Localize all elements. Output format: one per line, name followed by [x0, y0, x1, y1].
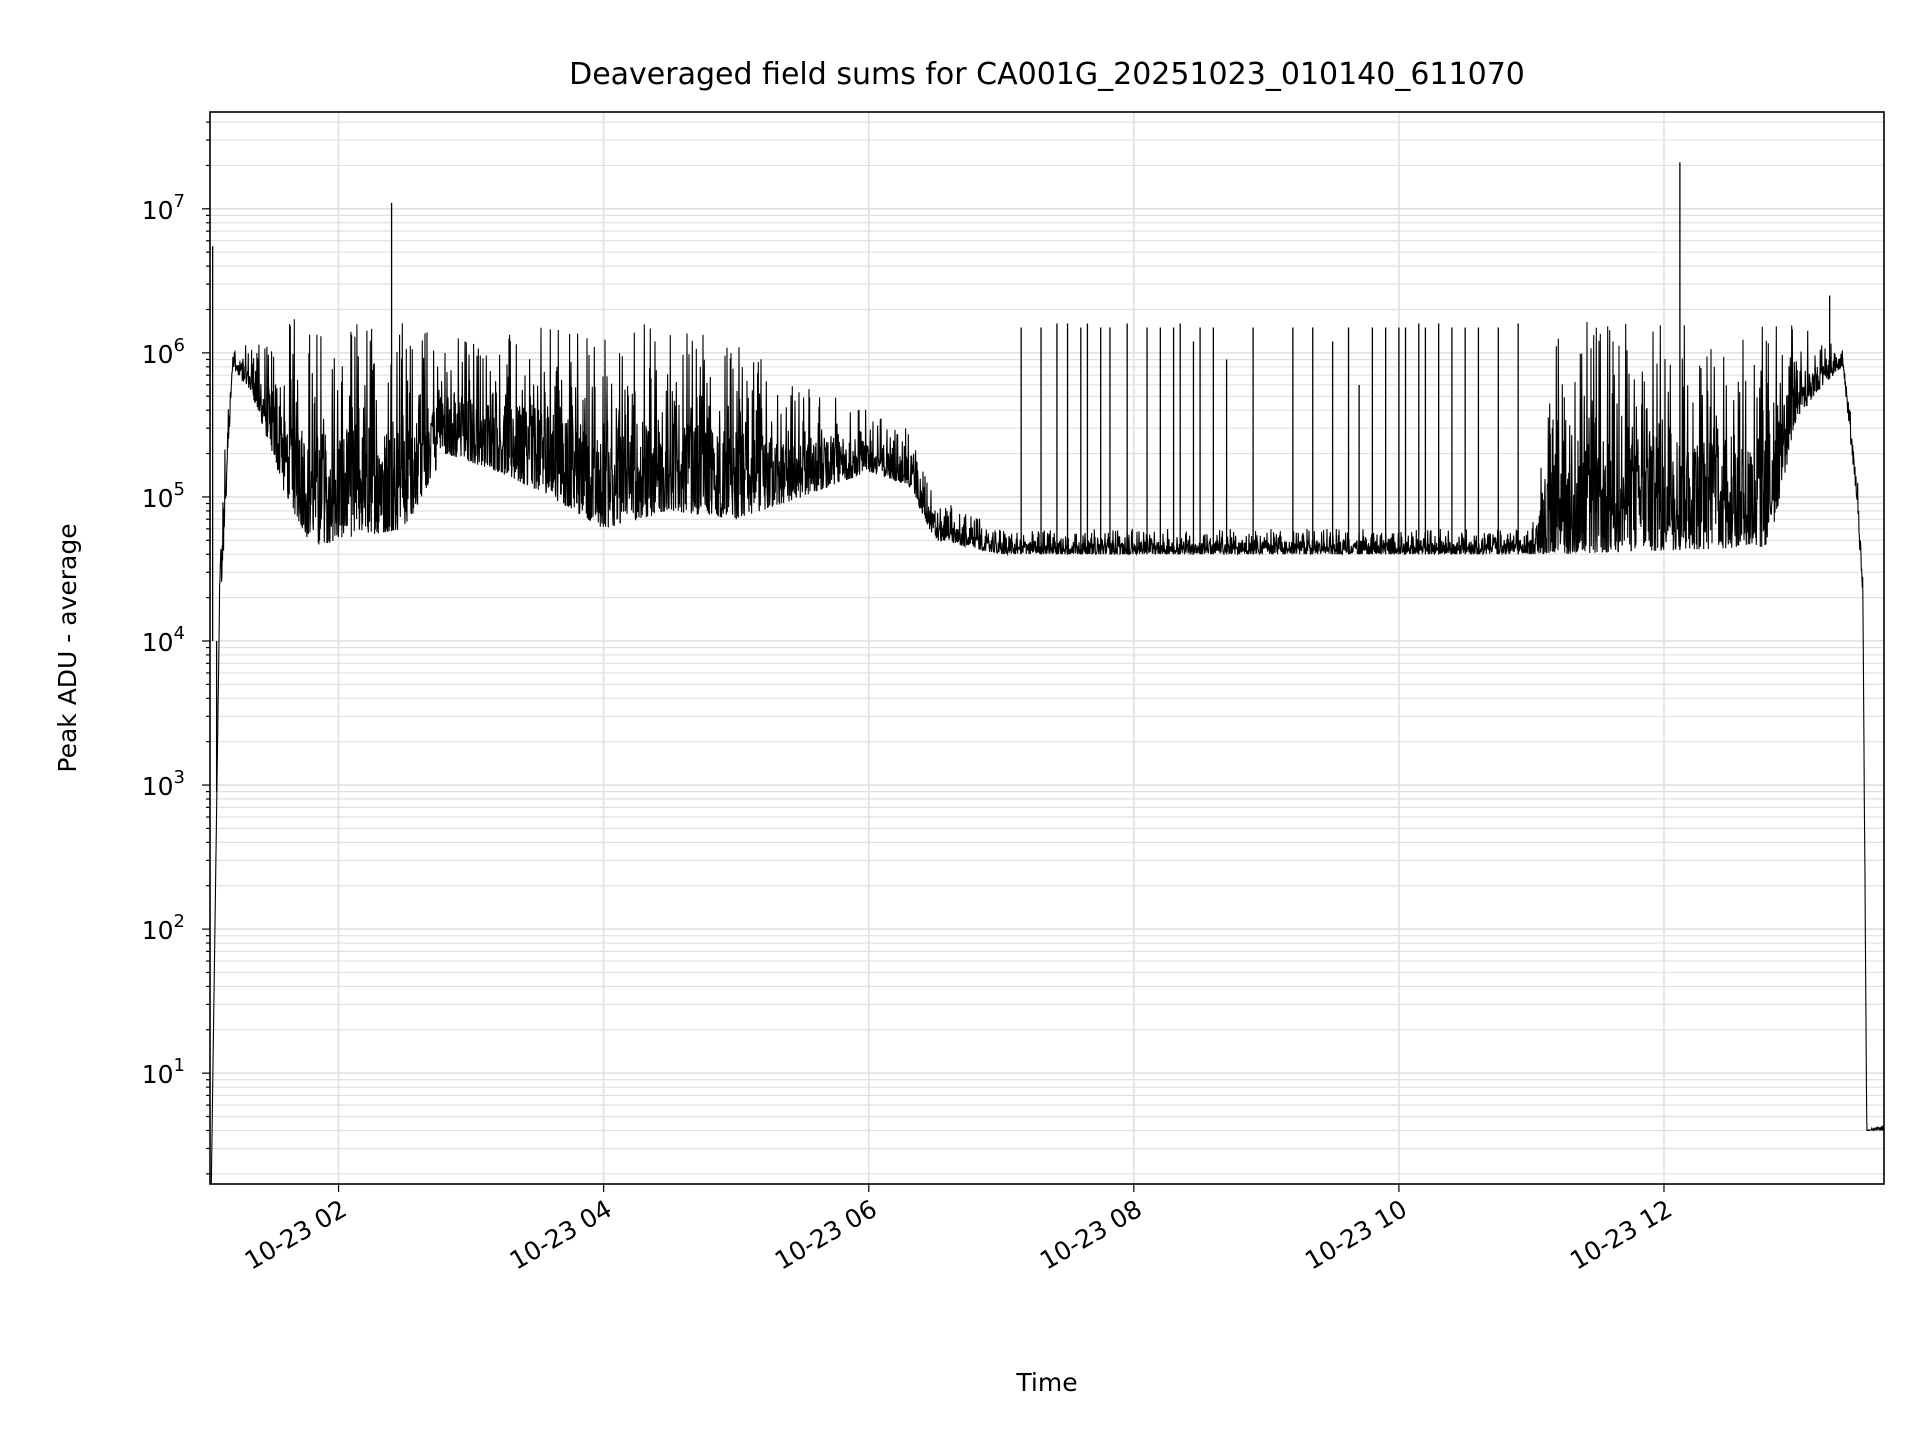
x-tick-label: 10-23 12	[1565, 1194, 1677, 1275]
grid-lines	[210, 112, 1884, 1184]
x-tick-label: 10-23 08	[1035, 1194, 1147, 1275]
x-tick-label: 10-23 10	[1300, 1194, 1412, 1275]
x-axis: 10-23 02 10-23 04 10-23 06 10-23 08 10-23 10…	[240, 1184, 1677, 1275]
y-tick-label: 102	[142, 911, 185, 945]
y-tick-label: 101	[142, 1055, 185, 1089]
y-tick-label: 104	[142, 623, 185, 657]
x-tick-label: 10-23 06	[770, 1194, 882, 1275]
x-tick-label: 10-23 02	[240, 1194, 352, 1275]
series-peak-adu	[210, 162, 1885, 1185]
y-tick-label: 106	[142, 335, 185, 369]
y-tick-label: 105	[142, 479, 185, 513]
chart-title: Deaveraged field sums for CA001G_2025102…	[569, 57, 1525, 92]
y-axis: 101 102 103 104 105 106 107	[142, 121, 210, 1175]
y-tick-label: 103	[142, 767, 185, 801]
x-axis-label: Time	[1015, 1368, 1077, 1397]
y-tick-label: 107	[142, 191, 185, 225]
y-axis-label: Peak ADU - average	[53, 523, 82, 772]
series-line	[210, 319, 1885, 1185]
x-tick-label: 10-23 04	[505, 1194, 617, 1275]
